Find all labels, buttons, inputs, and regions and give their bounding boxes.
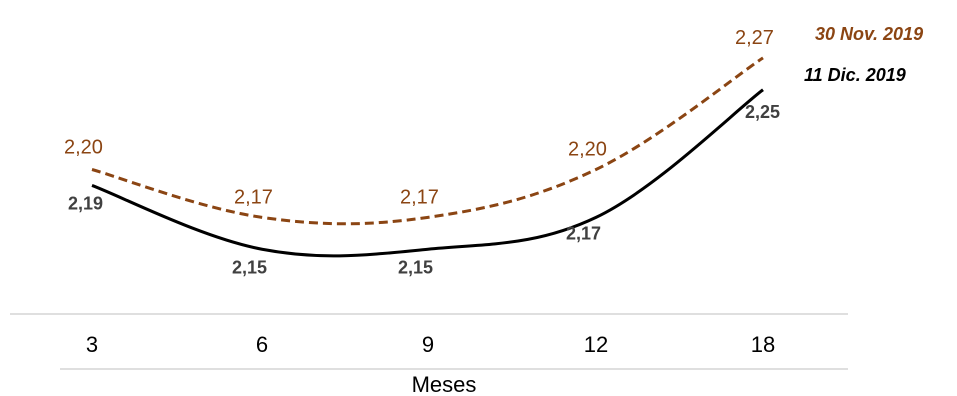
series-layer bbox=[91, 56, 764, 258]
data-label: 2,19 bbox=[68, 193, 103, 213]
x-tick-labels: 3 6 9 12 18 bbox=[86, 332, 775, 357]
x-tick-label: 6 bbox=[256, 332, 268, 357]
data-label: 2,20 bbox=[568, 139, 607, 161]
legend-series-dic: 11 Dic. 2019 bbox=[804, 65, 906, 85]
data-label: 2,25 bbox=[745, 102, 780, 122]
data-label: 2,20 bbox=[64, 137, 103, 159]
x-axis-title: Meses bbox=[412, 372, 477, 396]
x-tick-label: 12 bbox=[584, 332, 608, 357]
data-label: 2,17 bbox=[566, 223, 601, 243]
x-tick-label: 18 bbox=[751, 332, 775, 357]
legend-series-nov: 30 Nov. 2019 bbox=[815, 24, 923, 44]
series-line-nov bbox=[91, 56, 764, 226]
data-label: 2,17 bbox=[234, 186, 273, 208]
data-label: 2,17 bbox=[400, 186, 439, 208]
data-label: 2,15 bbox=[232, 257, 267, 277]
data-labels: 2,20 2,17 2,17 2,20 2,27 2,19 2,15 2,15 2,17 2,25 bbox=[64, 27, 780, 277]
data-label: 2,27 bbox=[735, 27, 774, 49]
x-tick-label: 3 bbox=[86, 332, 98, 357]
x-tick-label: 9 bbox=[422, 332, 434, 357]
series-line-dic bbox=[91, 88, 764, 258]
data-label: 2,15 bbox=[398, 257, 433, 277]
